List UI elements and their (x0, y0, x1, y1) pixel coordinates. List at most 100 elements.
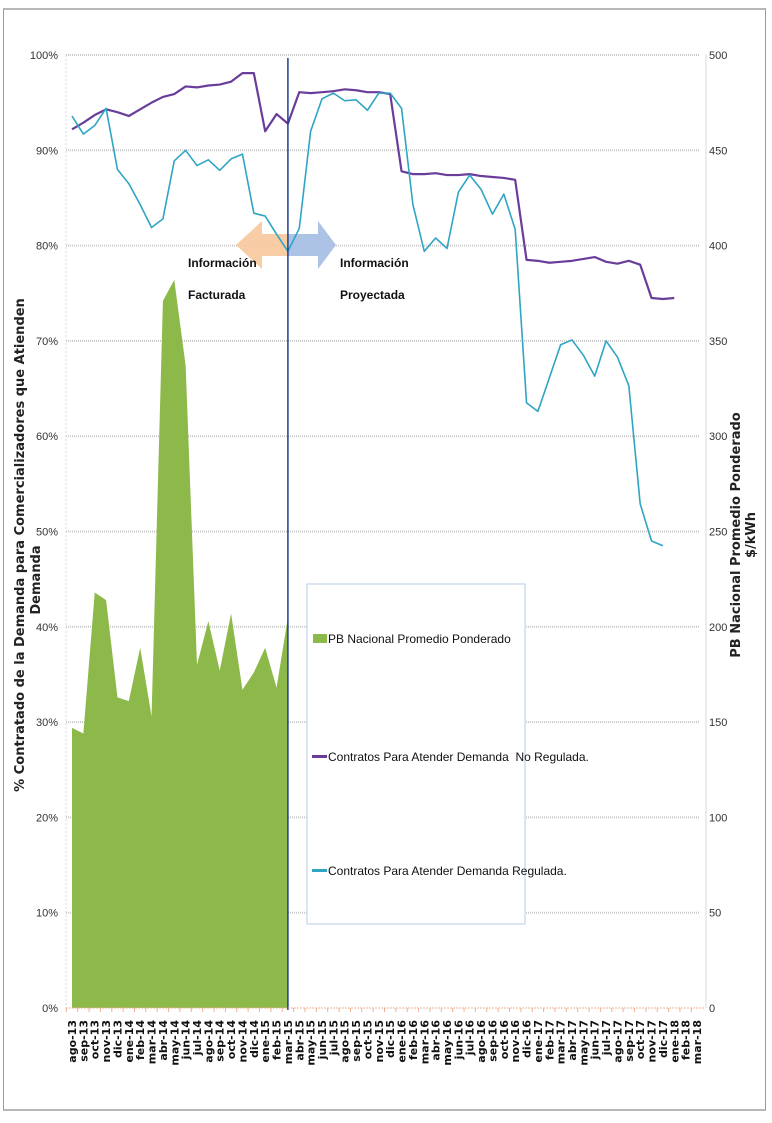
annotation-facturada-line2: Facturada (188, 288, 246, 302)
chart-frame (3, 8, 766, 1111)
x-tick-label: sep-16 (486, 1020, 499, 1062)
x-tick-label: feb-15 (271, 1020, 284, 1060)
y-tick-label: 30% (36, 717, 58, 729)
x-tick-label: may-14 (168, 1020, 181, 1066)
y-right-tick-label: 300 (709, 431, 727, 443)
x-tick-label: jun-16 (452, 1020, 465, 1061)
legend-swatch-regulada (312, 869, 327, 872)
y-axis-title-right-2: $/kWh (744, 512, 759, 558)
right-axis-ticks: 0 50 100 150 200 250 300 350 400 450 500 (709, 50, 727, 1015)
y-tick-label: 90% (36, 145, 58, 157)
x-tick-label: ene-18 (668, 1020, 681, 1063)
x-tick-label: may-17 (577, 1020, 590, 1066)
x-tick-label: feb-17 (543, 1020, 556, 1060)
y-axis-title-right-line1: PB Nacional Promedio Ponderado (729, 412, 744, 657)
y-right-tick-label: 250 (709, 527, 727, 539)
x-tick-label: mar-17 (555, 1020, 568, 1064)
legend-box (306, 583, 526, 925)
x-tick-label: mar-16 (418, 1020, 431, 1065)
x-tick-label: sep-14 (214, 1020, 227, 1062)
x-tick-label: may-15 (305, 1020, 318, 1066)
x-tick-label: nov-13 (100, 1020, 113, 1062)
y-tick-label: 80% (36, 241, 58, 253)
x-tick-label: sep-15 (350, 1020, 363, 1062)
x-tick-label: ago-15 (339, 1020, 352, 1063)
y-right-tick-label: 0 (709, 1003, 715, 1015)
x-tick-label: ago-13 (66, 1020, 79, 1063)
x-tick-label: oct-14 (225, 1020, 238, 1060)
x-tick-label: mar-18 (691, 1020, 704, 1064)
x-tick-label: jul-15 (327, 1020, 340, 1056)
arrow-right-proyectada (287, 221, 336, 269)
y-right-tick-label: 500 (709, 50, 727, 62)
x-tick-label: oct-16 (498, 1020, 511, 1060)
x-tick-label: sep-17 (623, 1020, 636, 1062)
legend-label-no-regulada[interactable]: Contratos Para Atender Demanda No Regula… (328, 750, 589, 764)
x-tick-label: jun-14 (180, 1020, 193, 1061)
y-right-tick-label: 50 (709, 908, 721, 920)
y-tick-label: 40% (36, 622, 58, 634)
legend-swatch-pb (313, 634, 327, 643)
y-right-tick-label: 400 (709, 241, 727, 253)
y-tick-label: 100% (30, 50, 58, 62)
x-tick-label: dic-16 (521, 1020, 534, 1058)
left-axis-ticks: 0% 10% 20% 30% 40% 50% 60% 70% 80% 90% 100% (30, 50, 58, 1015)
x-tick-label: mar-15 (282, 1020, 295, 1064)
x-tick-label: ene-15 (259, 1020, 272, 1063)
annotation-proyectada-line1: Información (340, 256, 409, 270)
x-tick-label: mar-14 (146, 1020, 159, 1065)
line-no-regulada (71, 72, 675, 301)
x-tick-label: feb-16 (407, 1020, 420, 1060)
y-tick-label: 0% (42, 1003, 58, 1015)
x-tick-label: dic-13 (111, 1020, 124, 1058)
x-tick-label: abr-16 (430, 1020, 443, 1061)
y-axis-title-left: % Contratado de la Demanda para Comercia… (13, 298, 28, 792)
line-series (71, 72, 675, 547)
x-tick-label: abr-15 (293, 1020, 306, 1061)
y-tick-label: 10% (36, 908, 58, 920)
x-tick-label: nov-15 (373, 1020, 386, 1062)
x-tick-label: jul-17 (600, 1020, 613, 1056)
x-tick-label: dic-17 (657, 1020, 670, 1058)
y-tick-label: 60% (36, 431, 58, 443)
pb-area (72, 279, 288, 1009)
x-tick-label: ene-14 (123, 1020, 136, 1063)
x-tick-label: feb-18 (680, 1020, 693, 1060)
x-tick-label: nov-16 (509, 1020, 522, 1063)
y-axis-title-right: PB Nacional Promedio Ponderado (729, 412, 744, 657)
y-tick-label: 50% (36, 527, 58, 539)
x-tick-label: feb-14 (134, 1020, 147, 1060)
x-tick-label: sep-13 (77, 1020, 90, 1062)
y-right-tick-label: 100 (709, 812, 727, 824)
x-tick-label: ago-17 (611, 1020, 624, 1063)
y-right-tick-label: 450 (709, 145, 727, 157)
x-tick-label: oct-17 (634, 1020, 647, 1059)
x-axis (65, 1007, 704, 1012)
x-tick-label: jul-14 (191, 1020, 204, 1057)
y-right-tick-label: 200 (709, 622, 727, 634)
y-axis-title-left-2: Demanda (29, 545, 44, 614)
x-tick-label: abr-17 (566, 1020, 579, 1061)
x-tick-label: ago-16 (475, 1020, 488, 1063)
y-right-tick-label: 350 (709, 336, 727, 348)
legend-label-regulada[interactable]: Contratos Para Atender Demanda Regulada. (328, 864, 567, 878)
annotation-arrows (236, 221, 336, 269)
x-tick-label: jun-15 (316, 1020, 329, 1060)
x-tick-label: ene-17 (532, 1020, 545, 1063)
legend: PB Nacional Promedio Ponderado Contratos… (306, 583, 589, 925)
y-right-tick-label: 150 (709, 717, 727, 729)
x-tick-label: nov-17 (646, 1020, 659, 1062)
x-tick-label: nov-14 (236, 1020, 249, 1063)
x-tick-label: jun-17 (589, 1020, 602, 1060)
y-tick-label: 20% (36, 812, 58, 824)
annotation-facturada-line1: Información (188, 256, 257, 270)
arrow-left-facturada (236, 221, 288, 269)
x-tick-label: ago-14 (202, 1020, 215, 1063)
y-axis-title-left-line2: Demanda (29, 545, 44, 614)
y-axis-title-left-line1: % Contratado de la Demanda para Comercia… (13, 298, 28, 792)
legend-label-pb[interactable]: PB Nacional Promedio Ponderado (328, 632, 511, 646)
y-axis-title-right-line2: $/kWh (744, 512, 759, 558)
x-axis-ticks: ago-13sep-13oct-13nov-13dic-13ene-14feb-… (66, 1020, 704, 1066)
x-tick-label: oct-15 (361, 1020, 374, 1059)
